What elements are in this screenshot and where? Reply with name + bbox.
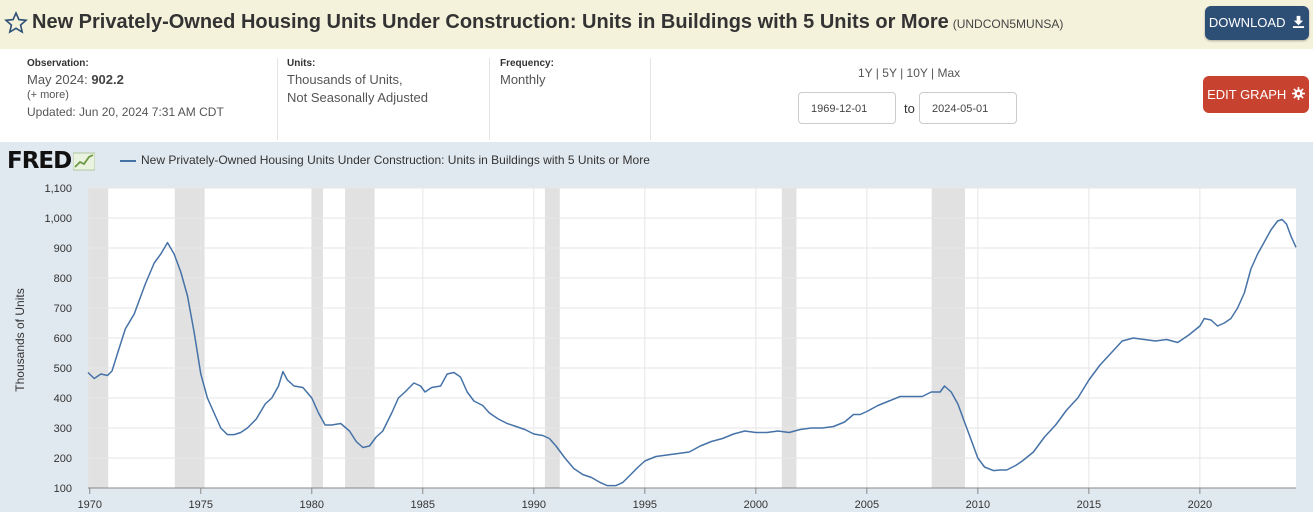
y-tick-label: 700	[54, 303, 72, 315]
x-tick-label: 2010	[966, 499, 990, 511]
observation-date: May 2024:	[27, 72, 88, 87]
y-tick-label: 800	[54, 273, 72, 285]
page-title: New Privately-Owned Housing Units Under …	[32, 11, 1063, 34]
legend-label: New Privately-Owned Housing Units Under …	[141, 153, 650, 167]
download-button[interactable]: DOWNLOAD	[1205, 6, 1309, 40]
x-tick-label: 1995	[633, 499, 657, 511]
download-icon	[1293, 15, 1305, 28]
series-title: New Privately-Owned Housing Units Under …	[32, 11, 949, 33]
units-block: Units: Thousands of Units, Not Seasonall…	[287, 58, 428, 107]
divider	[489, 58, 490, 140]
divider	[277, 58, 278, 140]
frequency-block: Frequency: Monthly	[500, 58, 554, 89]
fred-logo-text: FRED	[7, 148, 72, 174]
series-id: (UNDCON5MUNSA)	[952, 17, 1064, 31]
range-10y[interactable]: 10Y	[906, 66, 928, 80]
updated-text: Updated: Jun 20, 2024 7:31 AM CDT	[27, 105, 224, 119]
x-tick-label: 1975	[189, 499, 213, 511]
x-tick-label: 1990	[522, 499, 546, 511]
y-tick-label: 1,000	[44, 213, 72, 225]
end-date-input[interactable]: 2024-05-01	[919, 92, 1017, 124]
to-label: to	[904, 101, 915, 116]
observation-label: Observation:	[27, 58, 89, 69]
y-tick-label: 400	[54, 393, 72, 405]
x-tick-label: 2015	[1077, 499, 1101, 511]
fred-logo: FRED	[7, 148, 96, 174]
start-date-input[interactable]: 1969-12-01	[798, 92, 896, 124]
legend-swatch	[120, 159, 136, 162]
range-links: 1Y | 5Y | 10Y | Max	[858, 66, 961, 80]
units-label: Units:	[287, 58, 316, 69]
range-max[interactable]: Max	[937, 66, 961, 80]
x-tick-label: 2000	[744, 499, 768, 511]
frequency-label: Frequency:	[500, 58, 554, 69]
title-bar: New Privately-Owned Housing Units Under …	[0, 0, 1313, 49]
x-tick-label: 2005	[855, 499, 879, 511]
units-line2: Not Seasonally Adjusted	[287, 90, 428, 105]
y-tick-label: 600	[54, 333, 72, 345]
frequency-value: Monthly	[500, 72, 546, 87]
units-line1: Thousands of Units,	[287, 72, 403, 87]
observation-value: 902.2	[91, 72, 124, 87]
more-link[interactable]: (+ more)	[27, 89, 69, 101]
download-label: DOWNLOAD	[1208, 15, 1286, 30]
edit-graph-button[interactable]: EDIT GRAPH	[1203, 76, 1309, 113]
fred-chart-icon	[72, 152, 96, 171]
range-1y[interactable]: 1Y	[858, 66, 873, 80]
divider	[650, 58, 651, 140]
x-tick-label: 1970	[78, 499, 102, 511]
y-tick-label: 300	[54, 423, 72, 435]
y-tick-label: 200	[54, 453, 72, 465]
x-tick-label: 1985	[411, 499, 435, 511]
chart-legend: New Privately-Owned Housing Units Under …	[120, 153, 650, 167]
observation-block: Observation: May 2024: 902.2 (+ more) Up…	[27, 58, 224, 119]
y-tick-label: 100	[54, 483, 72, 495]
y-tick-label: 1,100	[44, 183, 72, 195]
x-tick-label: 2020	[1188, 499, 1212, 511]
x-tick-label: 1980	[300, 499, 324, 511]
star-icon[interactable]	[4, 11, 28, 35]
series-line	[87, 218, 1297, 487]
y-tick-label: 500	[54, 363, 72, 375]
range-5y[interactable]: 5Y	[882, 66, 897, 80]
y-tick-label: 900	[54, 243, 72, 255]
edit-graph-label: EDIT GRAPH	[1207, 87, 1287, 102]
gear-icon	[1291, 87, 1305, 100]
